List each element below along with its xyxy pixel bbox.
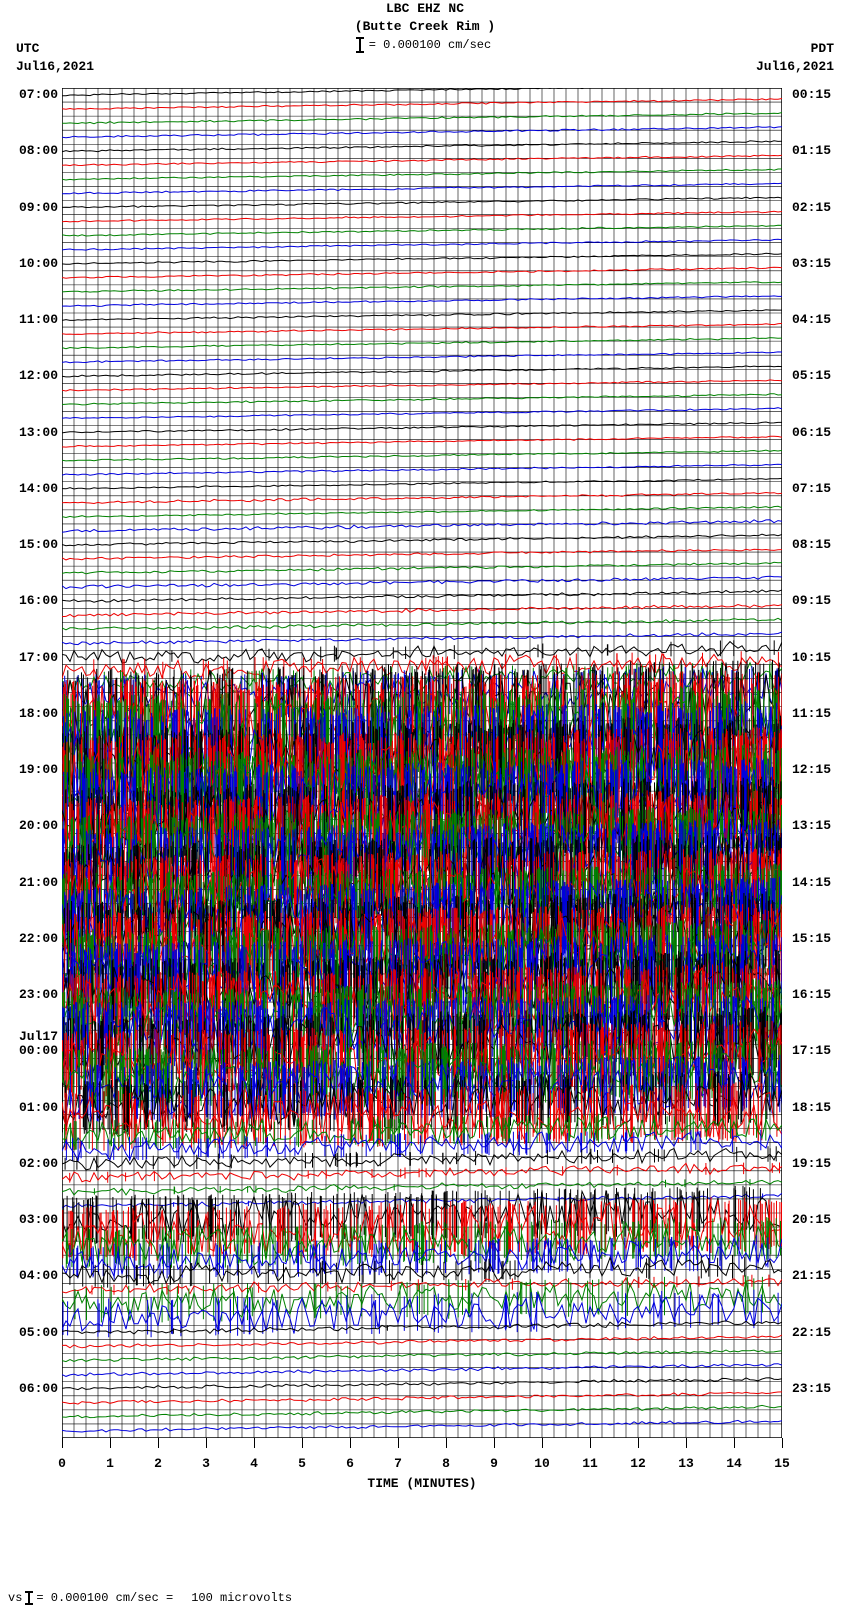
x-tick-label: 5 (298, 1456, 306, 1471)
time-label: 11:15 (792, 707, 850, 720)
time-label: 17:00 (0, 651, 58, 664)
time-label: 14:00 (0, 482, 58, 495)
x-tick-label: 3 (202, 1456, 210, 1471)
tz-right: PDT Jul16,2021 (756, 40, 834, 75)
time-label: 03:00 (0, 1213, 58, 1226)
time-label: 15:15 (792, 932, 850, 945)
time-label: 22:00 (0, 932, 58, 945)
tz-right-date: Jul16,2021 (756, 58, 834, 76)
time-label: 11:00 (0, 313, 58, 326)
tz-left-zone: UTC (16, 40, 94, 58)
time-label: 00:00 (0, 1044, 58, 1057)
time-label: 06:15 (792, 426, 850, 439)
station-code: LBC EHZ NC (0, 0, 850, 18)
time-label: 02:15 (792, 201, 850, 214)
time-label: 01:00 (0, 1101, 58, 1114)
x-tick-label: 6 (346, 1456, 354, 1471)
time-label: 13:00 (0, 426, 58, 439)
x-tick-label: 4 (250, 1456, 258, 1471)
time-label: 23:00 (0, 988, 58, 1001)
time-label: 09:00 (0, 201, 58, 214)
scale-indicator: = 0.000100 cm/sec (359, 37, 491, 53)
footer-prefix: vs (8, 1591, 22, 1605)
y-axis-left: 07:00 08:00 09:00 10:00 11:00 12:00 13:00 14:00… (0, 88, 58, 1438)
time-label: 19:00 (0, 763, 58, 776)
time-label: 20:15 (792, 1213, 850, 1226)
time-label: 08:00 (0, 144, 58, 157)
helicorder-plot (62, 88, 782, 1438)
chart-header: LBC EHZ NC (Butte Creek Rim ) = 0.000100… (0, 0, 850, 58)
x-axis-title: TIME (MINUTES) (62, 1476, 782, 1491)
time-label: 23:15 (792, 1382, 850, 1395)
tz-left-date: Jul16,2021 (16, 58, 94, 76)
footer-scale-label: = 0.000100 cm/sec = (36, 1591, 173, 1605)
scale-bar-icon (28, 1592, 30, 1604)
time-label: 12:00 (0, 369, 58, 382)
x-tick-label: 11 (582, 1456, 598, 1471)
y-axis-right: 00:15 01:15 02:15 03:15 04:15 05:15 06:15 07:15… (786, 88, 850, 1438)
time-label: 14:15 (792, 876, 850, 889)
seismogram-page: LBC EHZ NC (Butte Creek Rim ) = 0.000100… (0, 0, 850, 1613)
time-label: 10:15 (792, 651, 850, 664)
time-label: 15:00 (0, 538, 58, 551)
time-label: 13:15 (792, 819, 850, 832)
x-tick-label: 8 (442, 1456, 450, 1471)
time-label: 02:00 (0, 1157, 58, 1170)
time-label: 08:15 (792, 538, 850, 551)
x-tick-label: 10 (534, 1456, 550, 1471)
station-name: (Butte Creek Rim ) (0, 18, 850, 36)
x-tick-label: 1 (106, 1456, 114, 1471)
tz-right-zone: PDT (756, 40, 834, 58)
time-label: 09:15 (792, 594, 850, 607)
time-label: 03:15 (792, 257, 850, 270)
time-label: 17:15 (792, 1044, 850, 1057)
x-tick-label: 9 (490, 1456, 498, 1471)
time-label: 22:15 (792, 1326, 850, 1339)
time-label: 18:00 (0, 707, 58, 720)
x-tick-label: 12 (630, 1456, 646, 1471)
time-label: 19:15 (792, 1157, 850, 1170)
time-label: 04:15 (792, 313, 850, 326)
x-tick-label: 13 (678, 1456, 694, 1471)
time-label: 16:00 (0, 594, 58, 607)
time-label: 18:15 (792, 1101, 850, 1114)
time-label: 06:00 (0, 1382, 58, 1395)
time-label: Jul17 (0, 1030, 58, 1043)
x-tick-label: 15 (774, 1456, 790, 1471)
footer-scale: vs = 0.000100 cm/sec = 100 microvolts (8, 1591, 292, 1605)
x-tick-label: 0 (58, 1456, 66, 1471)
x-tick-label: 2 (154, 1456, 162, 1471)
time-label: 04:00 (0, 1269, 58, 1282)
time-label: 00:15 (792, 88, 850, 101)
scale-bar-icon (359, 38, 361, 52)
x-axis: TIME (MINUTES) 0123456789101112131415 (62, 1438, 782, 1498)
time-label: 01:15 (792, 144, 850, 157)
time-label: 07:00 (0, 88, 58, 101)
footer-suffix: 100 microvolts (191, 1591, 292, 1605)
time-label: 10:00 (0, 257, 58, 270)
time-label: 21:15 (792, 1269, 850, 1282)
time-label: 21:00 (0, 876, 58, 889)
time-label: 12:15 (792, 763, 850, 776)
time-label: 05:15 (792, 369, 850, 382)
x-tick-label: 14 (726, 1456, 742, 1471)
time-label: 05:00 (0, 1326, 58, 1339)
tz-left: UTC Jul16,2021 (16, 40, 94, 75)
time-label: 20:00 (0, 819, 58, 832)
time-label: 07:15 (792, 482, 850, 495)
x-tick-label: 7 (394, 1456, 402, 1471)
time-label: 16:15 (792, 988, 850, 1001)
scale-label: = 0.000100 cm/sec (369, 37, 491, 53)
